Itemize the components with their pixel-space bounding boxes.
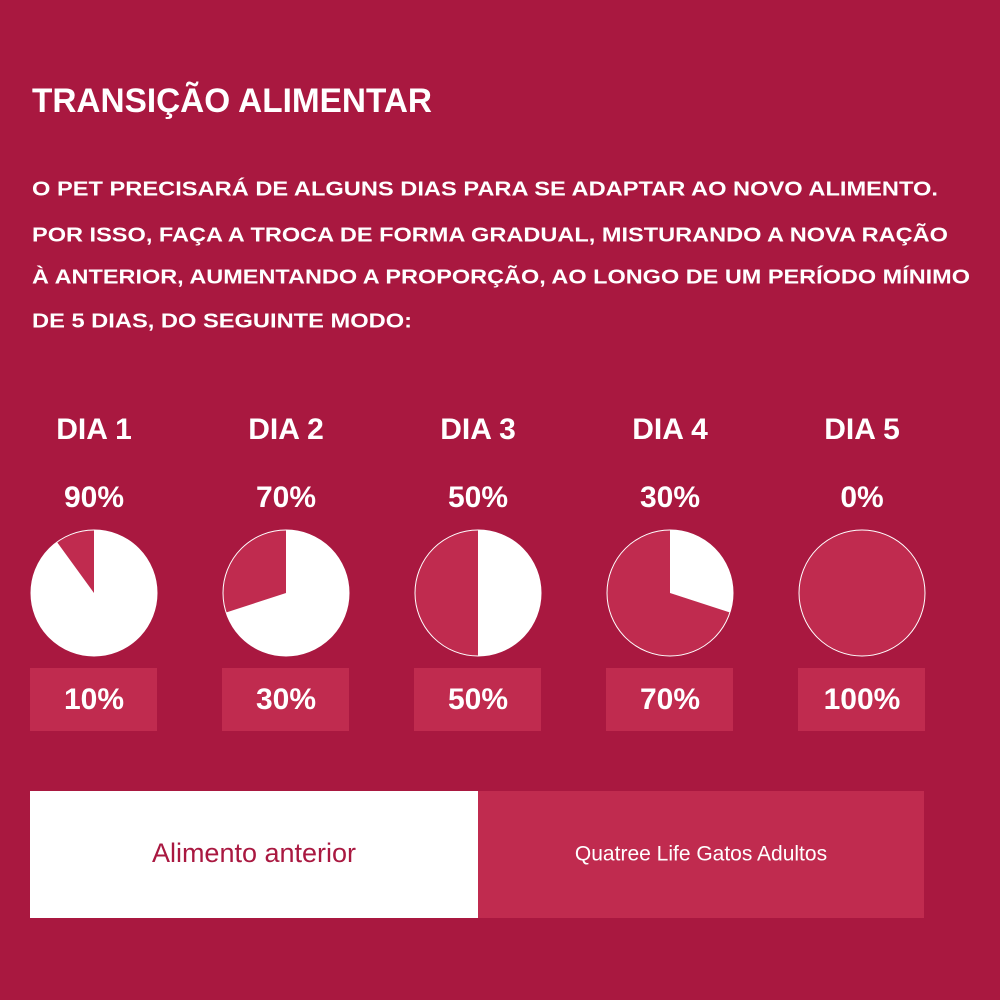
new-percent-box xyxy=(222,668,349,731)
pie-slice-previous xyxy=(30,530,157,656)
new-percent-box xyxy=(30,668,157,731)
new-percent: 10% xyxy=(64,683,124,716)
legend-new: Quatree Life Gatos Adultos xyxy=(575,843,827,866)
day-label: DIA 3 xyxy=(440,413,516,446)
pie-slice-new xyxy=(223,530,286,613)
pie-slice-previous xyxy=(478,530,541,656)
previous-percent: 0% xyxy=(840,481,883,514)
intro-line: DE 5 DIAS, DO SEGUINTE MODO: xyxy=(32,310,412,332)
new-percent-box xyxy=(414,668,541,731)
previous-percent: 50% xyxy=(448,481,508,514)
pie-slice-new xyxy=(415,530,478,656)
new-percent-box xyxy=(798,668,925,731)
day-label: DIA 2 xyxy=(248,413,324,446)
pie-slice-previous xyxy=(670,530,733,613)
intro-line: O PET PRECISARÁ DE ALGUNS DIAS PARA SE A… xyxy=(32,177,938,200)
new-percent: 100% xyxy=(824,683,901,716)
pie-slice-new xyxy=(799,530,925,656)
pie-slice-previous xyxy=(226,530,350,656)
pie-slice-new xyxy=(56,530,94,593)
previous-percent: 30% xyxy=(640,481,700,514)
new-percent: 30% xyxy=(256,683,316,716)
day-label: DIA 4 xyxy=(632,413,708,446)
new-percent: 50% xyxy=(448,683,508,716)
previous-percent: 90% xyxy=(64,481,124,514)
pie-outline xyxy=(798,529,926,657)
pie-outline xyxy=(414,529,542,657)
pie-outline xyxy=(30,529,158,657)
legend-previous: Alimento anterior xyxy=(152,838,356,868)
intro-line: POR ISSO, FAÇA A TROCA DE FORMA GRADUAL,… xyxy=(32,223,948,246)
intro-line: À ANTERIOR, AUMENTANDO A PROPORÇÃO, AO L… xyxy=(32,265,970,288)
new-percent: 70% xyxy=(640,683,700,716)
new-percent-box xyxy=(606,668,733,731)
legend-new-box xyxy=(478,791,924,918)
legend-previous-box xyxy=(30,791,478,918)
previous-percent: 70% xyxy=(256,481,316,514)
pie-outline xyxy=(606,529,734,657)
pie-slice-new xyxy=(606,530,730,656)
day-label: DIA 5 xyxy=(824,413,900,446)
title: TRANSIÇÃO ALIMENTAR xyxy=(32,82,432,120)
pie-outline xyxy=(222,529,350,657)
day-label: DIA 1 xyxy=(56,413,132,446)
